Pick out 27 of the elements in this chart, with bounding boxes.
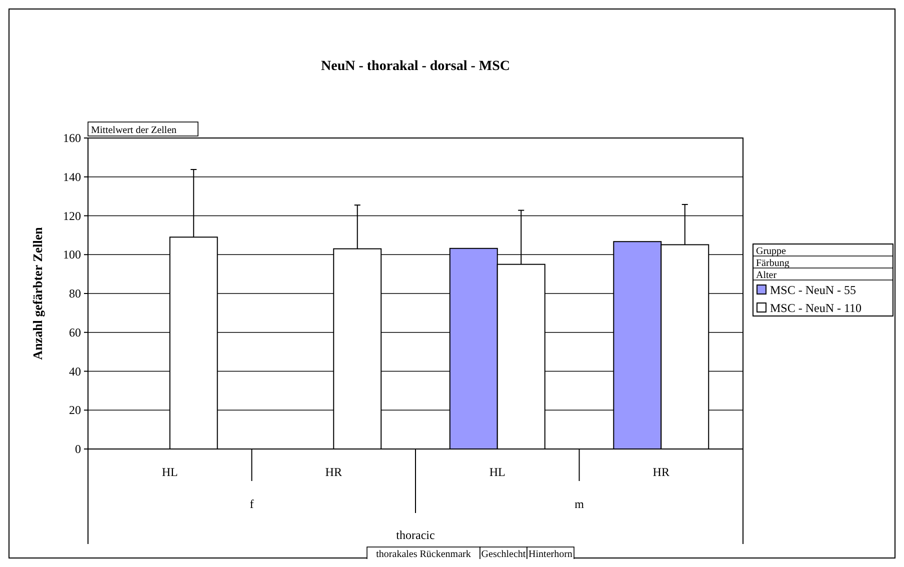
- y-tick-label: 100: [63, 248, 81, 262]
- text: Geschlecht: [481, 549, 526, 560]
- text: thoracic: [396, 528, 435, 542]
- text: Gruppe: [756, 246, 787, 257]
- y-tick-label: 60: [69, 325, 81, 340]
- text: Färbung: [756, 258, 790, 269]
- text: Alter: [756, 270, 778, 281]
- y-tick-label: 160: [63, 131, 81, 145]
- y-tick-label: 20: [69, 403, 81, 418]
- text: Mittelwert der Zellen: [91, 125, 177, 136]
- y-tick-label: 0: [75, 442, 81, 456]
- x-tick-label: HR: [325, 465, 342, 479]
- legend-label: MSC - NeuN - 55: [770, 283, 856, 297]
- text: thorakales Rückenmark: [376, 549, 471, 560]
- text: f: [250, 497, 254, 511]
- text: Hinterhorn: [528, 549, 572, 560]
- text: m: [574, 497, 585, 511]
- y-tick-label: 80: [69, 286, 81, 300]
- legend-label: MSC - NeuN - 110: [770, 301, 862, 315]
- chart-title: NeuN - thorakal - dorsal - MSC: [321, 59, 510, 74]
- x-tick-label: HL: [162, 465, 178, 479]
- x-tick-label: HL: [489, 465, 506, 479]
- x-tick-label: HR: [652, 465, 670, 479]
- y-tick-label: 40: [69, 364, 81, 378]
- y-tick-label: 120: [63, 208, 81, 223]
- y-tick-label: 140: [63, 170, 81, 184]
- y-axis-title: Anzahl gefärbter Zellen: [30, 226, 45, 360]
